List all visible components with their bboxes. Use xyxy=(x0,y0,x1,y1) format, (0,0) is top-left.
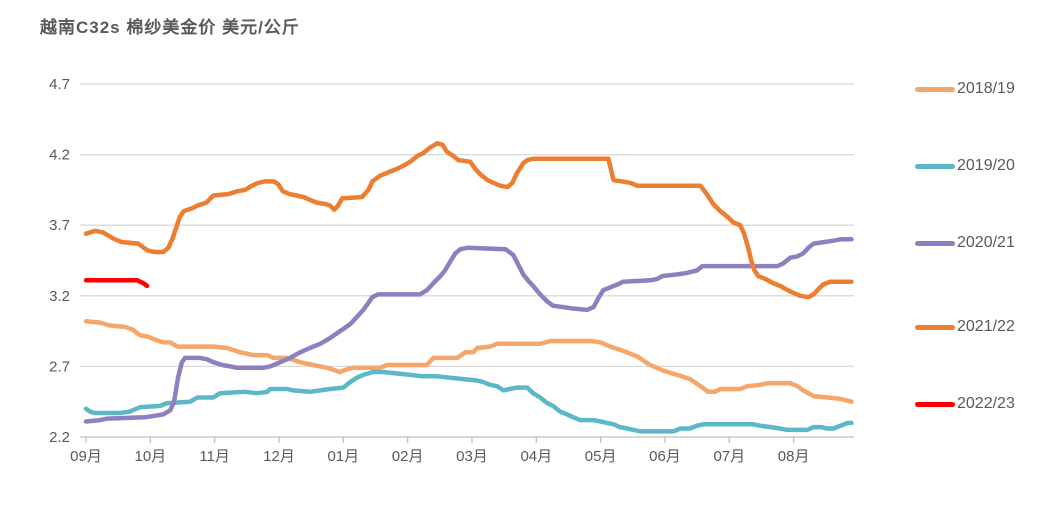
y-axis-label: 4.7 xyxy=(49,76,70,93)
x-axis-label: 04月 xyxy=(520,448,552,465)
x-axis-label: 07月 xyxy=(713,448,745,465)
x-axis-label: 11月 xyxy=(199,448,230,465)
x-axis-label: 02月 xyxy=(392,448,424,465)
legend-label: 2019/20 xyxy=(957,157,1015,174)
legend-swatch-2021-22 xyxy=(915,324,955,330)
series-line-2020-21 xyxy=(83,237,854,424)
series-line-2021-22 xyxy=(83,141,854,300)
legend-item-2020-21: 2020/21 xyxy=(915,232,1015,254)
legend-swatch-2022-23 xyxy=(915,401,955,407)
legend-item-2018-19: 2018/19 xyxy=(915,78,1015,100)
legend-label: 2022/23 xyxy=(957,395,1015,412)
y-axis-label: 2.2 xyxy=(49,429,70,446)
x-axis-label: 05月 xyxy=(585,448,617,465)
legend-item-2019-20: 2019/20 xyxy=(915,155,1015,177)
x-axis-label: 12月 xyxy=(263,448,295,465)
y-axis-label: 2.7 xyxy=(49,358,70,375)
series-line-2019-20 xyxy=(83,369,854,434)
legend-item-2022-23: 2022/23 xyxy=(915,393,1015,415)
x-axis-label: 06月 xyxy=(649,448,681,465)
chart-title: 越南C32s 棉纱美金价 美元/公斤 xyxy=(40,18,300,37)
legend-swatch-2019-20 xyxy=(915,163,955,169)
legend-item-2021-22: 2021/22 xyxy=(915,316,1015,338)
y-axis-label: 3.2 xyxy=(49,288,70,305)
x-axis-label: 09月 xyxy=(70,448,102,465)
y-axis-label: 3.7 xyxy=(49,217,70,234)
legend-label: 2018/19 xyxy=(957,80,1015,97)
x-axis-label: 03月 xyxy=(456,448,488,465)
legend-swatch-2020-21 xyxy=(915,240,955,246)
series-line-2022-23 xyxy=(83,278,150,289)
legend-swatch-2018-19 xyxy=(915,86,955,92)
x-axis-label: 10月 xyxy=(134,448,166,465)
x-axis-label: 01月 xyxy=(327,448,359,465)
legend-label: 2021/22 xyxy=(957,318,1015,335)
legend-label: 2020/21 xyxy=(957,234,1015,251)
y-axis-label: 4.2 xyxy=(49,147,70,164)
chart-legend: 2018/19 2019/20 2020/21 2021/22 2022/23 xyxy=(915,0,1042,513)
series-line-2018-19 xyxy=(83,318,854,404)
x-axis-label: 08月 xyxy=(778,448,810,465)
